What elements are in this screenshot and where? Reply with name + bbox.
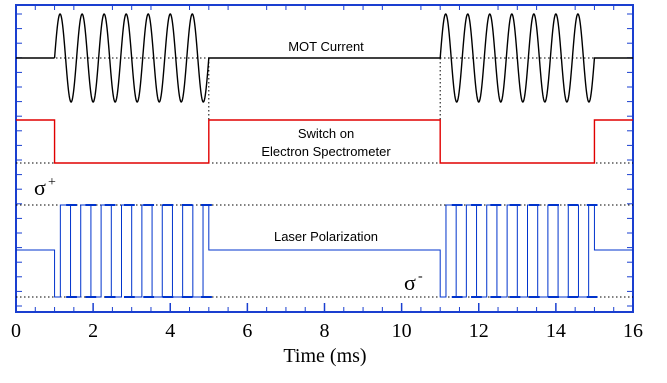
label-switch-line1: Switch on	[298, 126, 354, 141]
reference-lines	[16, 57, 633, 298]
sigma-minus-label: σ	[404, 270, 416, 295]
laser-dash-levels	[66, 204, 598, 298]
x-tick-label: 8	[320, 320, 330, 342]
x-tick-label: 10	[392, 320, 412, 342]
label-mot-current: MOT Current	[288, 39, 364, 54]
x-tick-label: 2	[88, 320, 98, 342]
x-axis-title: Time (ms)	[283, 345, 366, 367]
sigma-plus-sup: +	[48, 175, 56, 190]
x-tick-label: 4	[165, 320, 175, 342]
sigma-minus-sup: -	[418, 269, 423, 284]
x-tick-label: 12	[469, 320, 489, 342]
x-tick-label: 6	[242, 320, 252, 342]
switch-trace	[16, 119, 633, 164]
x-tick-label: 16	[623, 320, 643, 342]
laser-polarization-trace	[16, 204, 633, 298]
sigma-plus-label: σ	[34, 175, 46, 200]
mot-current-trace	[16, 13, 633, 103]
minor-ticks	[16, 5, 633, 312]
x-tick-label: 14	[546, 320, 566, 342]
label-laser-polarization: Laser Polarization	[274, 229, 378, 244]
label-switch-line2: Electron Spectrometer	[261, 144, 391, 159]
x-tick-label: 0	[11, 320, 21, 342]
x-ticks: 0 2 4 6 8 10 12 14 16	[11, 303, 643, 342]
